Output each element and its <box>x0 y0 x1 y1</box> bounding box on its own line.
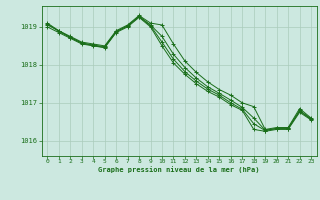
X-axis label: Graphe pression niveau de la mer (hPa): Graphe pression niveau de la mer (hPa) <box>99 166 260 173</box>
